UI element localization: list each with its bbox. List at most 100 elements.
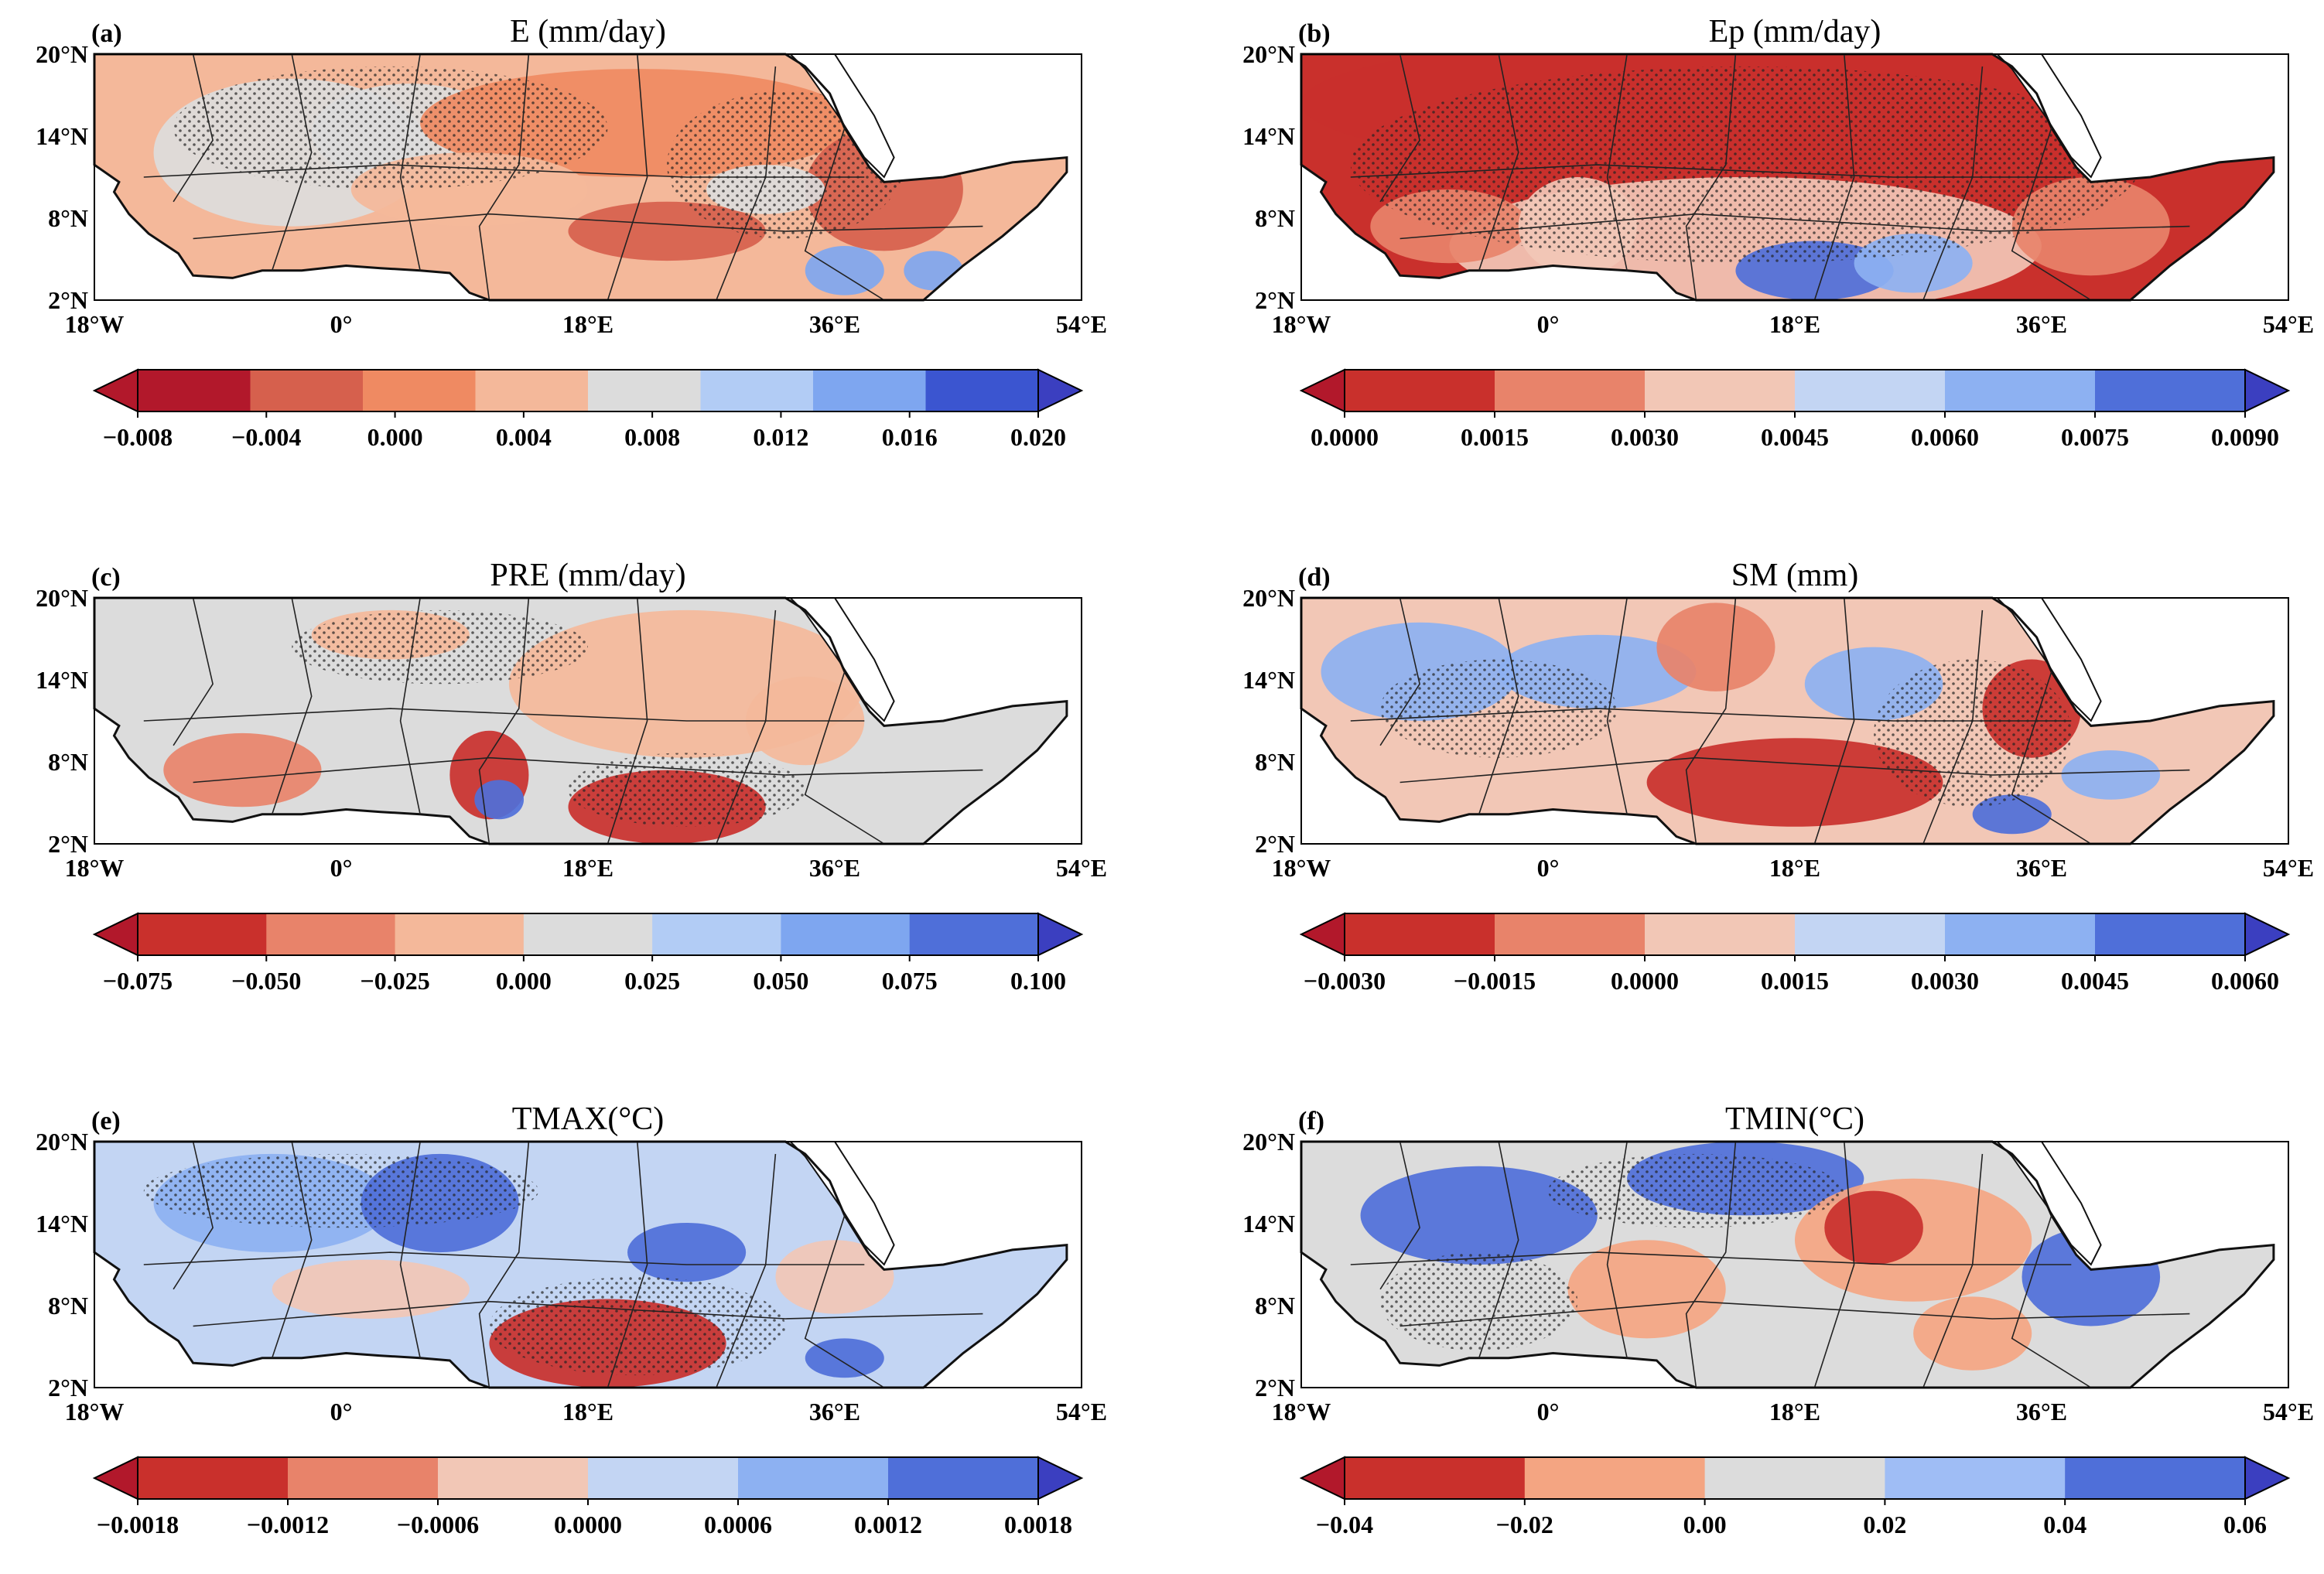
map-frame — [94, 53, 1082, 301]
country-border — [1813, 53, 1855, 301]
coastline — [93, 1140, 1068, 1389]
country-border — [478, 597, 530, 845]
lat-tick-label: 20°N — [1242, 40, 1295, 68]
lon-tick-label: 0° — [330, 310, 353, 338]
lat-tick-label: 8°N — [48, 204, 88, 232]
lon-tick-label: 18°W — [65, 310, 125, 338]
colorbar-swatch — [1345, 1457, 1526, 1499]
colorbar-tick-label: 0.06 — [2223, 1511, 2267, 1538]
coastline — [1300, 53, 2275, 302]
red-sea — [1995, 53, 2102, 179]
colorbar: 0.0000 0.0015 0.0030 0.0045 0.0060 0.0075 0.00… — [1299, 368, 2291, 451]
panel-title: SM (mm) — [1731, 558, 1859, 593]
lon-tick-label: 0° — [330, 1398, 353, 1425]
lon-tick-label: 54°E — [2263, 1398, 2314, 1425]
lon-tick-label: 0° — [1537, 310, 1560, 338]
country-border — [1379, 53, 1420, 203]
panel-label: (f) — [1298, 1107, 1324, 1135]
colorbar-swatch — [1795, 370, 1946, 411]
colorbar-tick-label: 0.000 — [496, 967, 552, 995]
field-anomaly — [1913, 1296, 2032, 1371]
lat-tick-label: 2°N — [48, 1374, 88, 1402]
colorbar-extend-low — [92, 1456, 138, 1501]
colorbar-swatch — [588, 370, 701, 411]
country-border — [143, 708, 865, 722]
country-border — [1379, 1141, 1420, 1290]
country-border — [173, 597, 214, 746]
country-border — [1606, 53, 1628, 271]
colorbar-tick-label: −0.050 — [231, 967, 301, 995]
panel-label: (d) — [1298, 563, 1331, 592]
colorbar-swatch — [700, 370, 814, 411]
field-anomaly — [775, 1240, 894, 1314]
colorbar-swatch — [2065, 1457, 2246, 1499]
lat-tick-label: 2°N — [48, 830, 88, 858]
colorbar-tick-label: 0.02 — [1863, 1511, 1906, 1538]
colorbar-swatch — [1524, 1457, 1706, 1499]
field-anomaly — [805, 246, 884, 295]
colorbar-swatch — [250, 370, 364, 411]
lon-tick-label: 36°E — [809, 854, 860, 882]
lon-tick-label: 18°E — [1769, 310, 1820, 338]
map-frame — [94, 1141, 1082, 1388]
country-border — [1350, 1251, 2072, 1265]
colorbar-extend-high — [1037, 1456, 1084, 1501]
country-border — [173, 53, 214, 203]
colorbar-tick-label: −0.04 — [1316, 1511, 1373, 1538]
colorbar-swatch — [288, 1457, 439, 1499]
country-border — [193, 1300, 983, 1327]
map-frame — [1300, 597, 2289, 845]
colorbar-extend-high — [2244, 368, 2291, 413]
significance-stippling — [1380, 1252, 1578, 1351]
lat-tick-label: 20°N — [1242, 1128, 1295, 1156]
colorbar-extend-low — [1299, 368, 1345, 413]
colorbar-swatch — [395, 913, 525, 955]
colorbar-swatch — [888, 1457, 1039, 1499]
lat-tick-label: 2°N — [1255, 286, 1295, 314]
country-border — [1685, 597, 1737, 845]
colorbar-tick-label: 0.0000 — [1611, 967, 1679, 995]
country-border — [1379, 597, 1420, 746]
colorbar-tick-label: 0.000 — [367, 423, 423, 451]
lat-tick-label: 14°N — [36, 122, 88, 150]
significance-stippling — [143, 1153, 539, 1228]
map-area — [93, 1140, 1082, 1389]
colorbar: −0.075 −0.050 −0.025 0.000 0.025 0.050 0.075 0.… — [92, 912, 1084, 995]
lon-tick-label: 18°W — [65, 854, 125, 882]
colorbar-tick-label: −0.0012 — [247, 1511, 329, 1538]
country-border — [1606, 597, 1628, 814]
colorbar-swatch — [1645, 913, 1796, 955]
colorbar-tick-label: −0.0006 — [397, 1511, 479, 1538]
colorbar-tick-label: 0.100 — [1010, 967, 1066, 995]
colorbar-tick-label: 0.0060 — [1911, 423, 1979, 451]
colorbar-swatch — [2095, 913, 2246, 955]
panel-label: (e) — [91, 1107, 121, 1135]
country-border — [193, 756, 983, 784]
panel-a: (a) E (mm/day) 20°N 14°N 8°N 2°N18°W 0° 18°E 36°… — [36, 14, 1107, 451]
colorbar-tick-label: 0.00 — [1683, 1511, 1727, 1538]
colorbar-tick-label: 0.0030 — [1611, 423, 1679, 451]
colorbar-tick-label: 0.012 — [753, 423, 808, 451]
colorbar-tick-label: 0.0045 — [1761, 423, 1829, 451]
panel-title: TMIN(°C) — [1725, 1101, 1864, 1137]
colorbar-swatch — [813, 370, 926, 411]
map-frame — [1300, 1141, 2289, 1388]
colorbar-frame — [1344, 1456, 2246, 1500]
red-sea — [1995, 597, 2102, 722]
lat-tick-label: 20°N — [36, 1128, 88, 1156]
colorbar-swatch — [738, 1457, 889, 1499]
country-border — [1350, 708, 2072, 722]
field-anomaly — [474, 780, 525, 820]
country-border — [804, 128, 885, 301]
lon-tick-label: 36°E — [2016, 310, 2067, 338]
country-border — [143, 164, 865, 178]
lon-tick-label: 18°W — [1272, 854, 1331, 882]
country-border — [607, 1141, 648, 1388]
panel-f: (f) TMIN(°C) 20°N 14°N 8°N 2°N18°W 0° 18°E 36°E 5… — [1242, 1101, 2314, 1538]
country-border — [478, 53, 530, 301]
field-anomaly — [163, 732, 322, 807]
lon-tick-label: 18°W — [1272, 1398, 1331, 1425]
lat-tick-label: 14°N — [1242, 122, 1295, 150]
map-area — [93, 53, 1082, 302]
country-border — [1685, 1141, 1737, 1388]
